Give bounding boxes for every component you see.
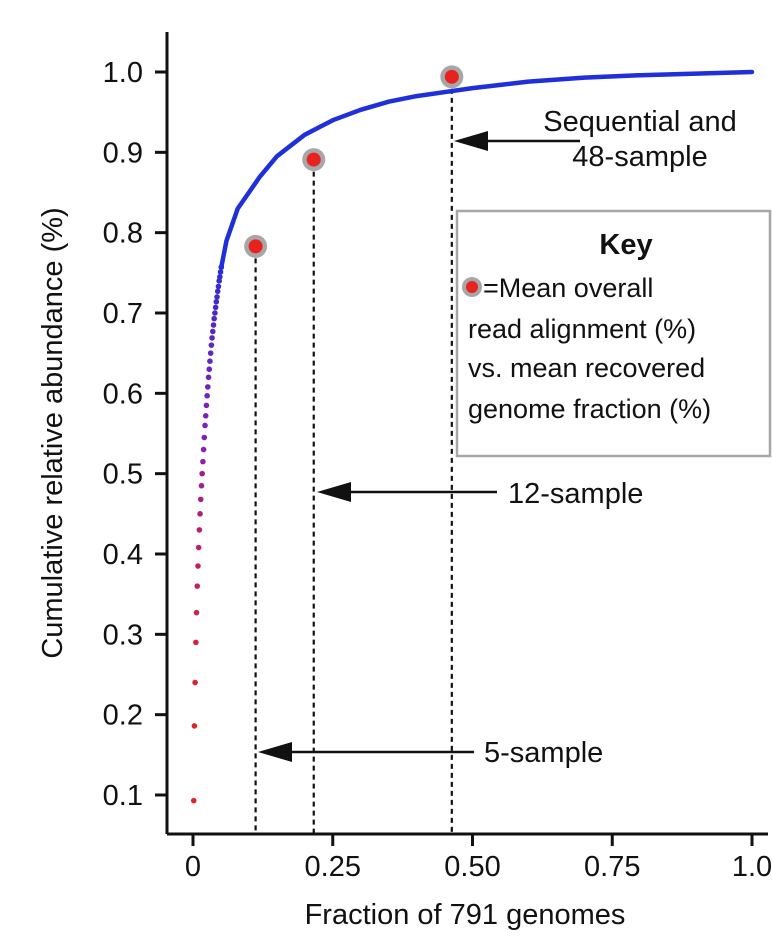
x-tick-label: 0.75 [584, 851, 640, 883]
y-tick-label: 0.2 [103, 700, 143, 732]
curve-series-line [219, 69, 755, 270]
curve-point [205, 384, 211, 390]
arrowhead-5-sample [258, 742, 292, 762]
curve-point [195, 544, 202, 551]
curve-points [190, 264, 225, 804]
annotation-48-line2: 48-sample [572, 141, 707, 173]
curve-point [212, 304, 219, 311]
key-line-2: read alignment (%) [468, 314, 696, 344]
curve-point [210, 322, 217, 328]
annotation-12-text: 12-sample [508, 478, 643, 510]
curve-point [194, 583, 201, 589]
curve-point [215, 283, 222, 290]
key-marker [466, 281, 478, 293]
marker-point [248, 239, 263, 254]
marker-point [306, 152, 321, 167]
curve-point [201, 434, 208, 441]
curve-point [190, 797, 197, 804]
arrowhead-48-sample [454, 131, 488, 151]
axes [165, 32, 768, 836]
curve-point [207, 350, 214, 356]
curve-point [206, 366, 213, 373]
curve-point [214, 294, 220, 300]
x-axis-title: Fraction of 791 genomes [305, 899, 626, 931]
key-box [455, 209, 772, 458]
curve-point [208, 342, 215, 348]
curve-point [193, 639, 199, 646]
curve-point [202, 413, 209, 419]
curve-point [193, 609, 200, 616]
curve-point [197, 511, 203, 517]
marker-point [444, 69, 459, 84]
x-tick-label: 1.0 [732, 851, 772, 883]
key-title: Key [599, 229, 652, 261]
x-ticks: 0 0.25 0.50 0.75 1.0 [185, 834, 772, 883]
curve-point [217, 269, 224, 275]
arrowhead-12-sample [317, 482, 351, 502]
y-tick-label: 0.6 [103, 378, 143, 410]
curve-point [209, 335, 215, 341]
key-line-1: =Mean overall [483, 273, 653, 303]
curve-point [204, 392, 210, 399]
annotation-5-text: 5-sample [484, 737, 603, 769]
annotation-5-sample: 5-sample [258, 737, 603, 769]
curve-point [217, 274, 223, 280]
key-line-3: vs. mean recovered [468, 353, 705, 383]
y-tick-label: 0.8 [103, 218, 143, 250]
curve-point [197, 496, 204, 503]
curve-point [192, 679, 198, 686]
curve-point [191, 723, 198, 729]
guide-lines [254, 88, 453, 834]
curve-point [214, 288, 221, 295]
curve-point [196, 527, 203, 533]
curve-point [205, 374, 212, 381]
curve-point [213, 298, 220, 305]
y-axis-title: Cumulative relative abundance (%) [37, 207, 69, 658]
y-ticks: 0.1 0.2 0.3 0.4 0.5 0.6 0.7 0.8 0.9 1.0 [103, 57, 167, 812]
legend-key: Key =Mean overall read alignment (%) vs.… [455, 209, 772, 458]
y-tick-label: 0.9 [103, 137, 143, 169]
curve-line [219, 69, 755, 270]
curve-point [200, 446, 207, 453]
curve-point [209, 328, 216, 335]
markers [244, 65, 464, 258]
annotation-12-sample: 12-sample [317, 478, 643, 510]
curve-point [198, 482, 205, 489]
annotation-48-line1: Sequential and [543, 106, 737, 138]
y-tick-label: 0.3 [103, 619, 143, 651]
curve-point [207, 358, 213, 365]
y-tick-label: 0.4 [103, 539, 143, 571]
x-tick-label: 0.50 [444, 851, 500, 883]
curve-point [203, 402, 210, 409]
x-tick-label: 0 [185, 851, 201, 883]
y-tick-label: 0.5 [103, 459, 143, 491]
y-tick-label: 0.1 [103, 780, 143, 812]
key-line-4: genome fraction (%) [468, 394, 711, 424]
curve-point [200, 458, 206, 465]
curve-point [195, 563, 201, 569]
y-tick-label: 1.0 [103, 57, 143, 89]
curve-point [211, 315, 217, 322]
y-tick-label: 0.7 [103, 298, 143, 330]
annotation-48-sample: Sequential and 48-sample [454, 106, 737, 173]
x-tick-label: 0.25 [305, 851, 361, 883]
curve-point [212, 310, 218, 316]
curve-point [202, 422, 208, 429]
curve-point [199, 470, 205, 477]
